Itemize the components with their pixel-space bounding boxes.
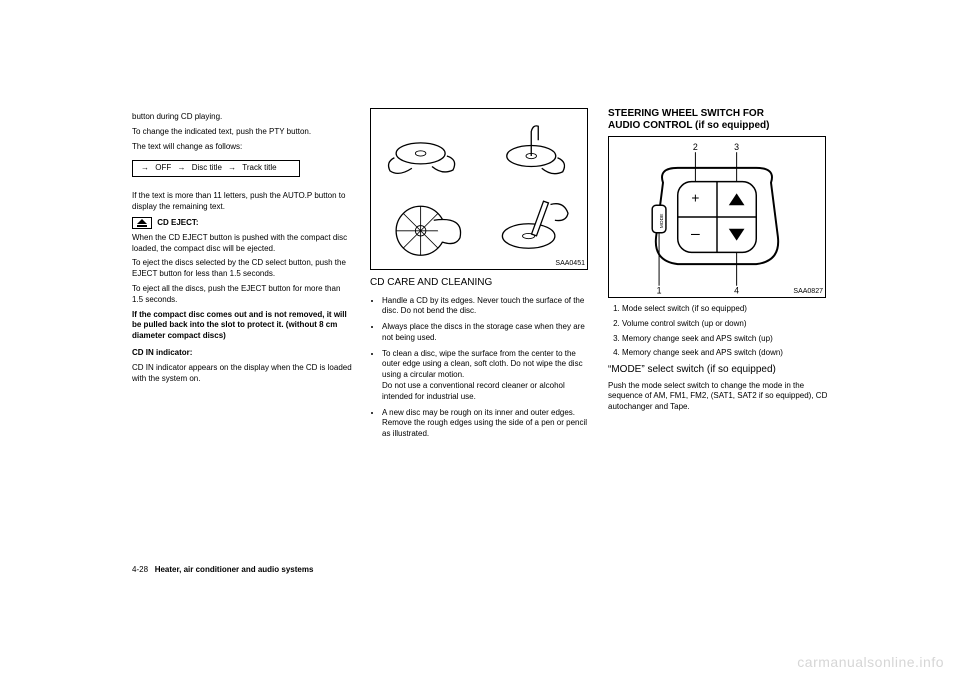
text-flow-diagram: → OFF → Disc title → Track title → [132,160,300,177]
title-line-2: AUDIO CONTROL (if so equipped) [608,120,769,131]
body-text: The text will change as follows: [132,142,352,153]
body-text: To eject all the discs, push the EJECT b… [132,284,352,306]
figure-panel-1 [371,109,479,189]
section-name: Heater, air conditioner and audio system… [155,565,314,574]
list-item: Always place the discs in the storage ca… [382,322,590,344]
svg-text:4: 4 [734,286,739,296]
body-text-bold: If the compact disc comes out and is not… [132,310,352,342]
svg-text:–: – [691,226,700,243]
list-item: Volume control switch (up or down) [622,319,828,330]
body-text: If the text is more than 11 letters, pus… [132,191,352,213]
arrow-icon: → [141,163,149,174]
bullet-list: Handle a CD by its edges. Never touch th… [370,296,590,441]
svg-text:1: 1 [657,286,662,296]
figure-label: SAA0451 [555,259,585,268]
figure-panel-2 [479,109,587,189]
list-item: A new disc may be rough on its inner and… [382,408,590,440]
flow-item: Track title [242,163,276,172]
svg-text:3: 3 [734,142,739,152]
flow-item: Disc title [192,163,222,172]
body-text: Push the mode select switch to change th… [608,381,828,413]
hand-disc-hole-icon [488,114,578,184]
body-text: To eject the discs selected by the CD se… [132,258,352,280]
figure-grid [371,109,587,269]
section-heading: CD CARE AND CLEANING [370,276,590,290]
list-item: To clean a disc, wipe the surface from t… [382,349,590,403]
arrow-icon: → [177,163,185,174]
eject-heading: CD EJECT: [132,217,352,229]
steering-switch-figure: + – MODE 1 2 3 4 SAA0827 [608,136,826,298]
list-item: Memory change seek and APS switch (down) [622,348,828,359]
figure-label: SAA0827 [793,287,823,296]
mode-label: MODE [659,213,665,228]
column-3: STEERING WHEEL SWITCH FOR AUDIO CONTROL … [608,108,828,570]
page-content: button during CD playing. To change the … [132,108,828,570]
svg-text:2: 2 [693,142,698,152]
body-text: CD IN indicator appears on the display w… [132,363,352,385]
wipe-disc-icon [380,194,470,264]
cd-care-figure: SAA0451 [370,108,588,270]
figure-panel-3 [371,189,479,269]
list-item-text: To clean a disc, wipe the surface from t… [382,349,583,380]
pen-disc-edge-icon [488,194,578,264]
body-text: button during CD playing. [132,112,352,123]
list-item-text: Do not use a conventional record cleaner… [382,381,565,401]
list-item: Mode select switch (if so equipped) [622,304,828,315]
list-item: Memory change seek and APS switch (up) [622,334,828,345]
figure-panel-4 [479,189,587,269]
eject-label: CD EJECT: [157,218,198,227]
section-title: STEERING WHEEL SWITCH FOR AUDIO CONTROL … [608,108,828,132]
svg-text:+: + [691,190,699,205]
flow-item: OFF [155,163,171,172]
watermark: carmanualsonline.info [797,654,944,670]
steering-switch-diagram: + – MODE 1 2 3 4 [609,137,825,297]
body-text: To change the indicated text, push the P… [132,127,352,138]
page-number: 4-28 [132,565,148,574]
column-1: button during CD playing. To change the … [132,108,352,570]
subheading: CD IN indicator: [132,348,352,359]
arrow-icon: → [228,163,236,174]
list-item: Handle a CD by its edges. Never touch th… [382,296,590,318]
numbered-list: Mode select switch (if so equipped) Volu… [608,304,828,359]
column-2: SAA0451 CD CARE AND CLEANING Handle a CD… [370,108,590,570]
subheading: “MODE” select switch (if so equipped) [608,363,828,377]
page-footer: 4-28 Heater, air conditioner and audio s… [132,565,313,574]
eject-icon [132,217,152,229]
body-text: When the CD EJECT button is pushed with … [132,233,352,255]
title-line-1: STEERING WHEEL SWITCH FOR [608,108,764,119]
hand-disc-edge-icon [380,114,470,184]
